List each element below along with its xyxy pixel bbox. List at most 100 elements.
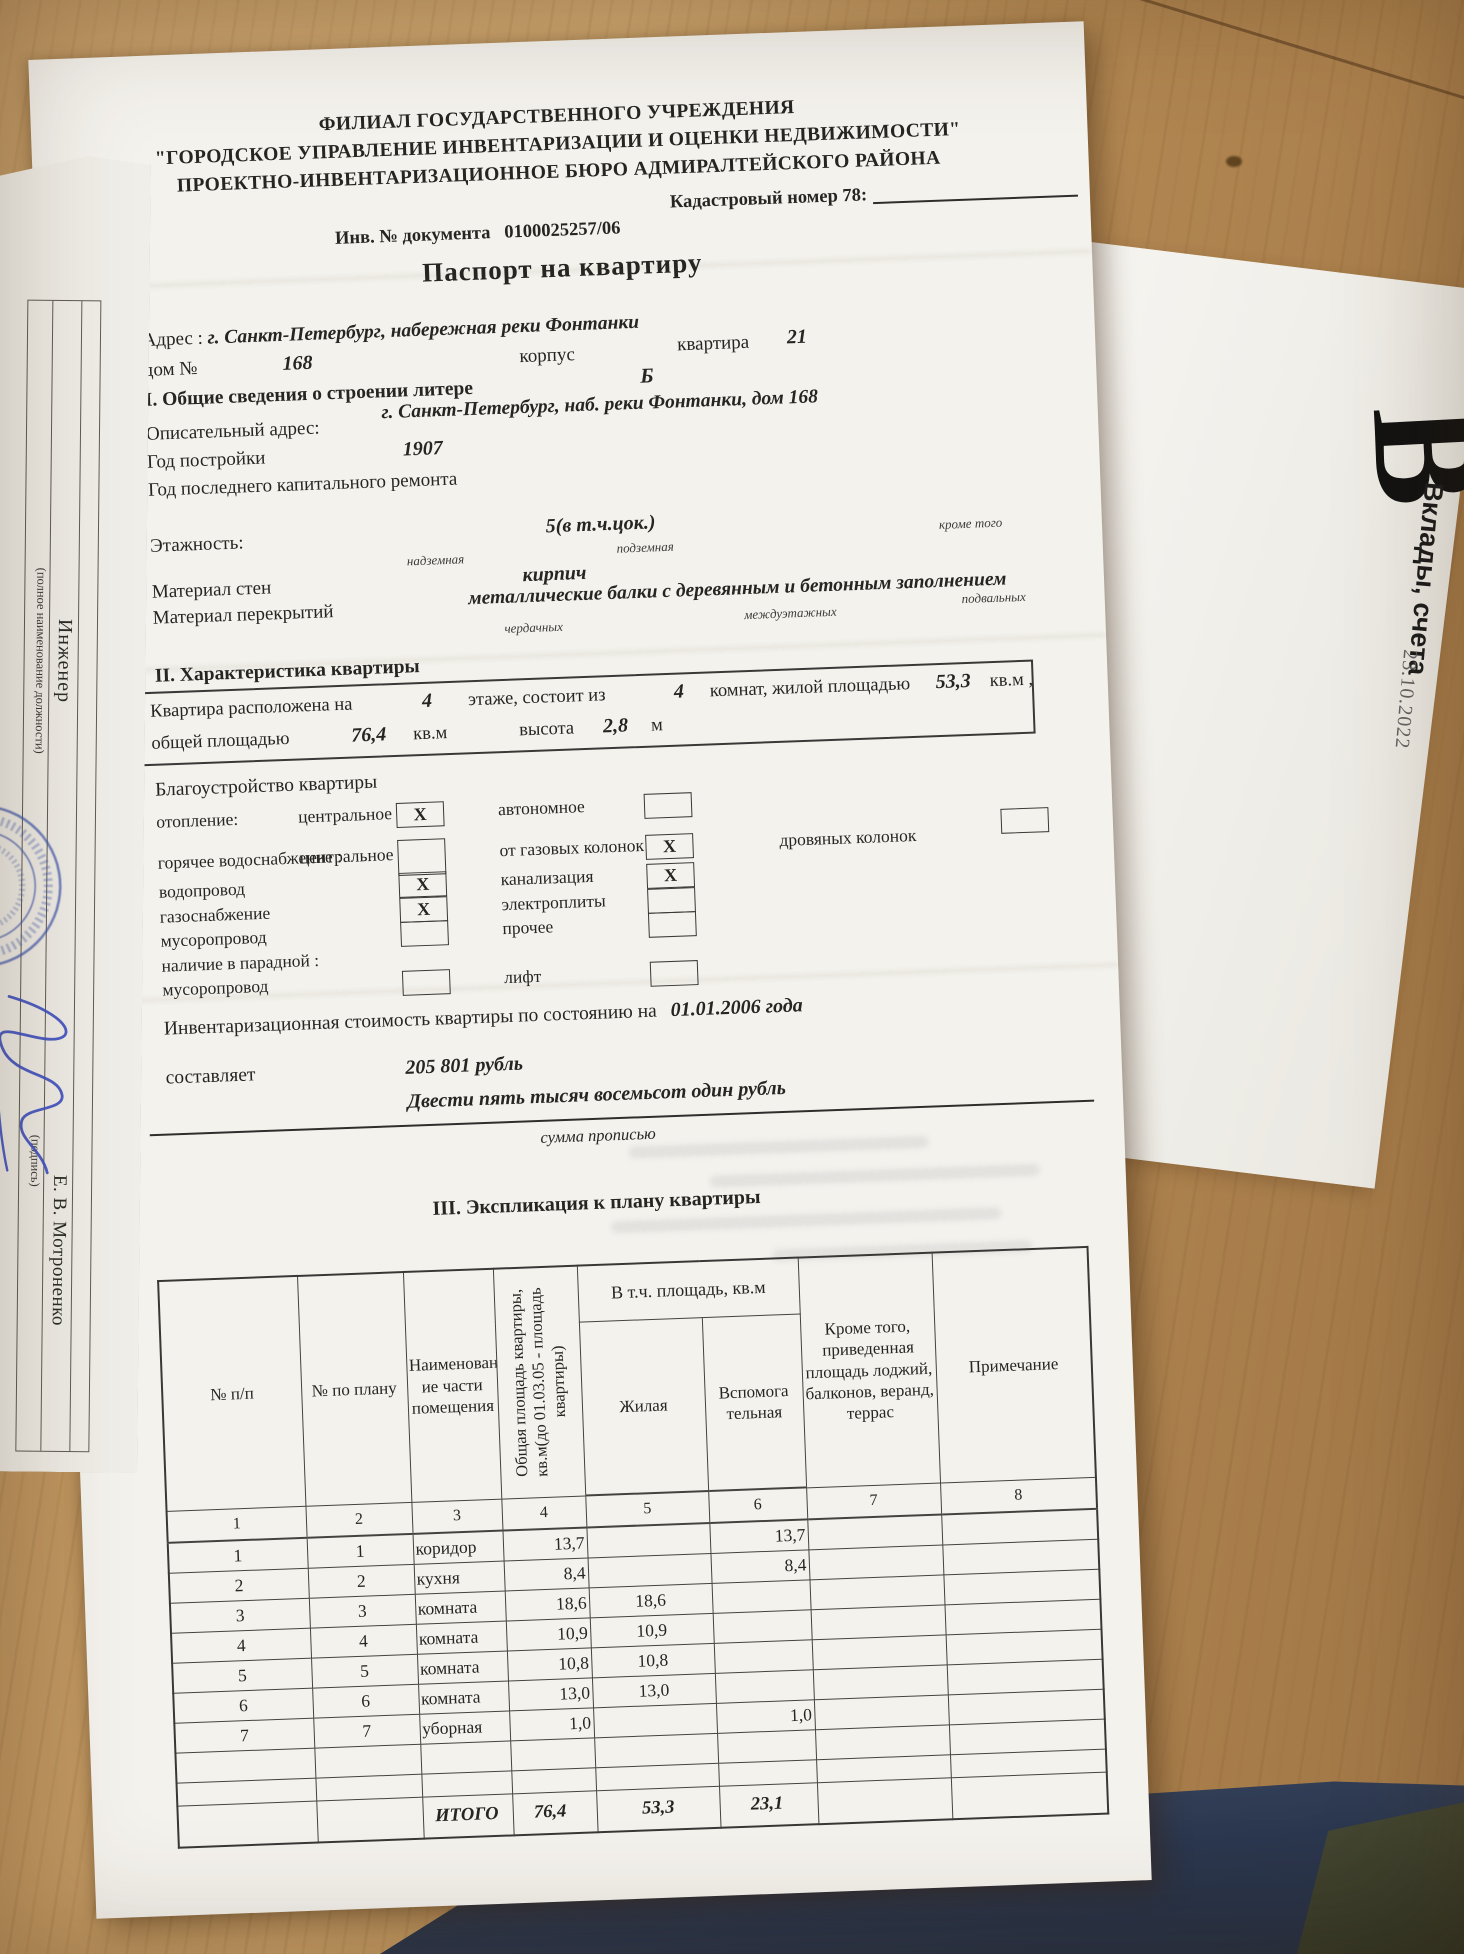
col-num: 6 [708, 1487, 808, 1523]
col-header-note: Примечание [931, 1246, 1096, 1483]
cell [177, 1800, 318, 1848]
char-p2: этаже, состоит из [467, 685, 606, 711]
cell [813, 1694, 949, 1730]
other-label: прочее [502, 916, 554, 939]
floors-label: Этажность: [149, 532, 244, 557]
cell [511, 1767, 597, 1794]
sewerage-label: канализация [500, 865, 594, 890]
living-area-value: 53,3 [935, 669, 972, 694]
explication-body: 1 1 коридор 13,7 13,7 2 2 кухня 8,4 8,4 3 3 комната 1… [167, 1508, 1109, 1848]
cell: 13,0 [507, 1677, 594, 1711]
slabs-sub-attic: чердачных [504, 618, 564, 636]
passport-document: ФИЛИАЛ ГОСУДАРСТВЕННОГО УЧРЕЖДЕНИЯ "ГОРО… [28, 21, 1152, 1919]
house-value: 168 [282, 351, 313, 375]
garbage-chute-checkbox [400, 920, 449, 947]
col-header-room-name: Наименован ие части помещения [402, 1268, 502, 1502]
cell [713, 1639, 813, 1673]
cell: уборная [419, 1710, 511, 1744]
signer-name: Е. В. Мотроненко [47, 1174, 71, 1327]
cell: 10,9 [589, 1612, 714, 1648]
cell [814, 1724, 950, 1760]
col-num: 3 [411, 1498, 503, 1534]
col-num: 4 [501, 1495, 587, 1531]
cell: 5 [311, 1653, 419, 1688]
house-label: дом № [143, 357, 198, 381]
left-paper-rotated-block: Инженер (полное наименование должности) … [0, 93, 144, 1474]
char-p5: общей площадью [151, 728, 290, 754]
col-num: 1 [166, 1505, 307, 1543]
electric-stove-checkbox [647, 887, 696, 914]
cell: 2 [307, 1563, 415, 1598]
wood-plank-seam [1129, 0, 1464, 132]
cell: кухня [413, 1560, 505, 1594]
cell: 18,6 [588, 1582, 713, 1618]
char-p6: кв.м [412, 723, 448, 745]
cell: 53,3 [596, 1785, 721, 1833]
explication-table: № п/п № по плану Наименован ие части пом… [157, 1245, 1110, 1849]
cell [712, 1609, 812, 1643]
cell: комната [415, 1620, 507, 1654]
gas-column-label: от газовых колонок [499, 834, 645, 861]
document-title: Паспорт на квартиру [421, 247, 703, 288]
water-supply-checkbox: X [398, 871, 448, 898]
flat-value: 21 [786, 325, 808, 349]
descr-label: Описательный адрес: [145, 417, 320, 445]
cell: комната [414, 1590, 506, 1624]
rotated-header-text: Общая площадь квартиры, кв.м(до 01.03.05… [505, 1287, 570, 1478]
signature-icon [0, 986, 89, 1187]
litera-value: Б [639, 363, 655, 388]
cell [808, 1544, 944, 1580]
autonomous-label: автономное [497, 796, 586, 820]
cell [314, 1743, 422, 1778]
col-header-balcony-area: Кроме того, приведенная площадь лоджий, … [797, 1252, 941, 1488]
cell [421, 1770, 513, 1797]
build-year-label: Год постройки [146, 447, 266, 473]
cell [812, 1664, 948, 1700]
slabs-label: Материал перекрытий [152, 601, 334, 629]
cadastral-blank-line [873, 194, 1079, 205]
cell: 18,6 [504, 1587, 590, 1621]
central-label: центральное [299, 844, 394, 868]
walls-label: Материал стен [151, 577, 272, 603]
cell: 7 [313, 1713, 421, 1748]
cell: 23,1 [718, 1782, 819, 1828]
central-label: центральное [297, 803, 393, 827]
height-value: 2,8 [602, 714, 629, 738]
floors-sub-above: надземная [406, 551, 465, 569]
handwritten-date: 23.10.2022 [1390, 648, 1422, 751]
char-p7: высота [518, 718, 575, 741]
inv-doc-value: 0100025257/06 [503, 218, 621, 243]
build-year-value: 1907 [402, 437, 444, 461]
col-num: 5 [585, 1491, 710, 1528]
address-value: г. Санкт-Петербург, набережная реки Фонт… [207, 311, 640, 349]
cell: 1,0 [715, 1699, 815, 1733]
slabs-sub-interfloor: междуэтажных [743, 603, 837, 623]
amount-label: составляет [165, 1064, 256, 1089]
cell: 13,0 [591, 1672, 716, 1708]
other-checkbox [647, 911, 697, 938]
cell [809, 1574, 945, 1610]
rooms-count-value: 4 [673, 680, 685, 703]
amenities-title: Благоустройство квартиры [154, 771, 378, 801]
electric-stove-label: электроплиты [501, 890, 607, 915]
korpus-label: корпус [519, 344, 576, 368]
gas-supply-checkbox: X [399, 896, 449, 923]
elevator-checkbox [649, 960, 699, 987]
cell [586, 1522, 711, 1558]
floors-row: Этажность: 5(в т.ч.цок.) надземная подзе… [150, 502, 1081, 578]
col-header-total-area: Общая площадь квартиры, кв.м(до 01.03.05… [492, 1265, 586, 1499]
hot-water-central-checkbox [397, 838, 447, 876]
cell [807, 1514, 943, 1550]
cell [811, 1634, 947, 1670]
cell: 3 [308, 1593, 416, 1628]
floor-number-value: 4 [421, 689, 433, 712]
floors-value: 5(в т.ч.цок.) [545, 511, 656, 538]
walls-row: Материал стен кирпич [151, 562, 586, 603]
entrance-presence-label: наличие в парадной : [161, 949, 320, 976]
cell: 8,4 [503, 1557, 589, 1591]
wood-column-checkbox [1000, 807, 1050, 834]
cell [810, 1604, 946, 1640]
garbage-chute2-checkbox [401, 969, 451, 996]
amount-row: составляет 205 801 рубль [165, 1053, 523, 1089]
cell: 10,8 [506, 1647, 592, 1681]
